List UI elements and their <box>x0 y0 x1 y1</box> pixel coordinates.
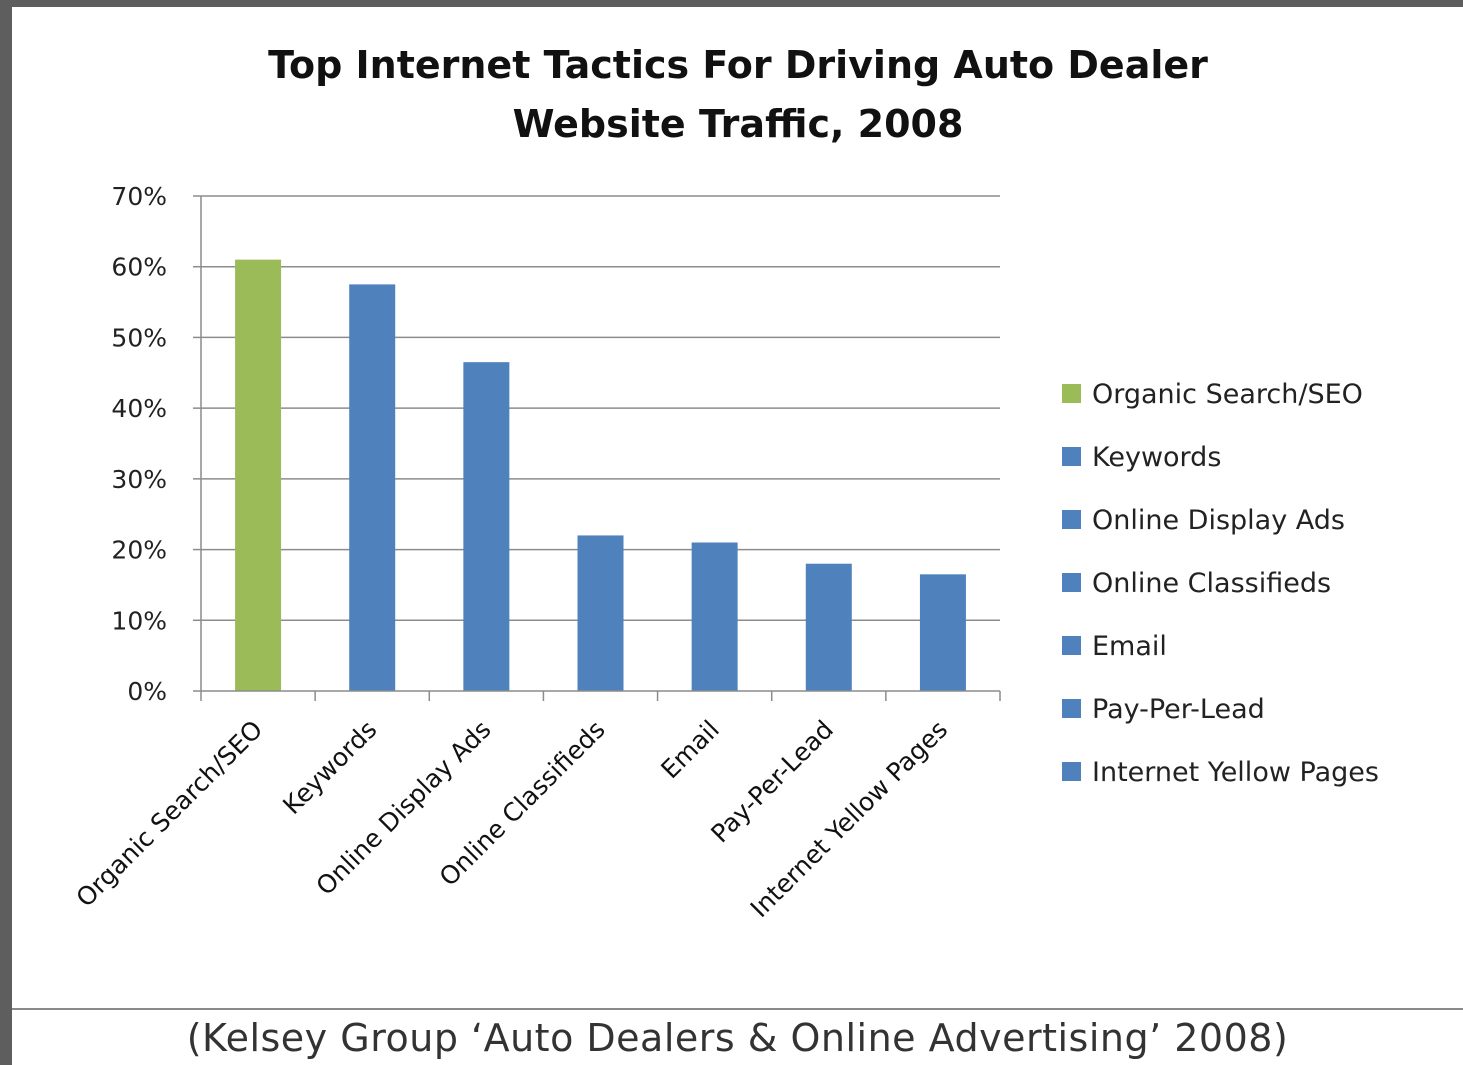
bar <box>235 259 282 691</box>
legend-label: Internet Yellow Pages <box>1092 757 1379 788</box>
bar <box>691 542 738 691</box>
legend-label: Pay-Per-Lead <box>1092 694 1265 725</box>
x-category-label: Internet Yellow Pages <box>745 715 953 923</box>
legend-label: Keywords <box>1092 442 1221 473</box>
bar <box>919 574 966 691</box>
legend-label: Online Classifieds <box>1092 568 1331 599</box>
x-category-label: Email <box>655 715 725 785</box>
legend-label: Email <box>1092 631 1167 662</box>
bars <box>235 259 966 691</box>
y-tick-label: 50% <box>111 323 167 352</box>
y-tick-label: 70% <box>111 182 167 211</box>
bar <box>577 535 624 691</box>
y-tick-label: 30% <box>111 465 167 494</box>
legend-swatch <box>1062 636 1081 655</box>
legend-swatch <box>1062 573 1081 592</box>
y-tick-label: 60% <box>111 253 167 282</box>
chart-title-line-1: Top Internet Tactics For Driving Auto De… <box>268 43 1208 87</box>
source-caption: (Kelsey Group ‘Auto Dealers & Online Adv… <box>186 1016 1289 1060</box>
legend: Organic Search/SEO Keywords Online Display… <box>1062 379 1379 788</box>
y-axis-ticks: 0% 10% 20% 30% 40% 50% 60% 70% <box>111 182 201 706</box>
legend-swatch <box>1062 447 1081 466</box>
y-tick-label: 0% <box>127 677 167 706</box>
legend-label: Organic Search/SEO <box>1092 379 1363 410</box>
legend-label: Online Display Ads <box>1092 505 1345 536</box>
y-tick-label: 20% <box>111 536 167 565</box>
x-category-label: Keywords <box>277 715 382 820</box>
bar <box>349 284 396 691</box>
bar <box>805 563 852 691</box>
y-tick-label: 10% <box>111 606 167 635</box>
gridlines <box>201 195 1000 622</box>
chart-title-line-2: Website Traffic, 2008 <box>513 102 964 146</box>
x-category-label: Organic Search/SEO <box>70 715 268 913</box>
bar <box>463 362 510 691</box>
legend-swatch <box>1062 384 1081 403</box>
legend-swatch <box>1062 762 1081 781</box>
y-tick-label: 40% <box>111 394 167 423</box>
legend-swatch <box>1062 699 1081 718</box>
source-caption-strip: (Kelsey Group ‘Auto Dealers & Online Adv… <box>12 1008 1463 1065</box>
axes <box>200 196 1001 701</box>
legend-swatch <box>1062 510 1081 529</box>
